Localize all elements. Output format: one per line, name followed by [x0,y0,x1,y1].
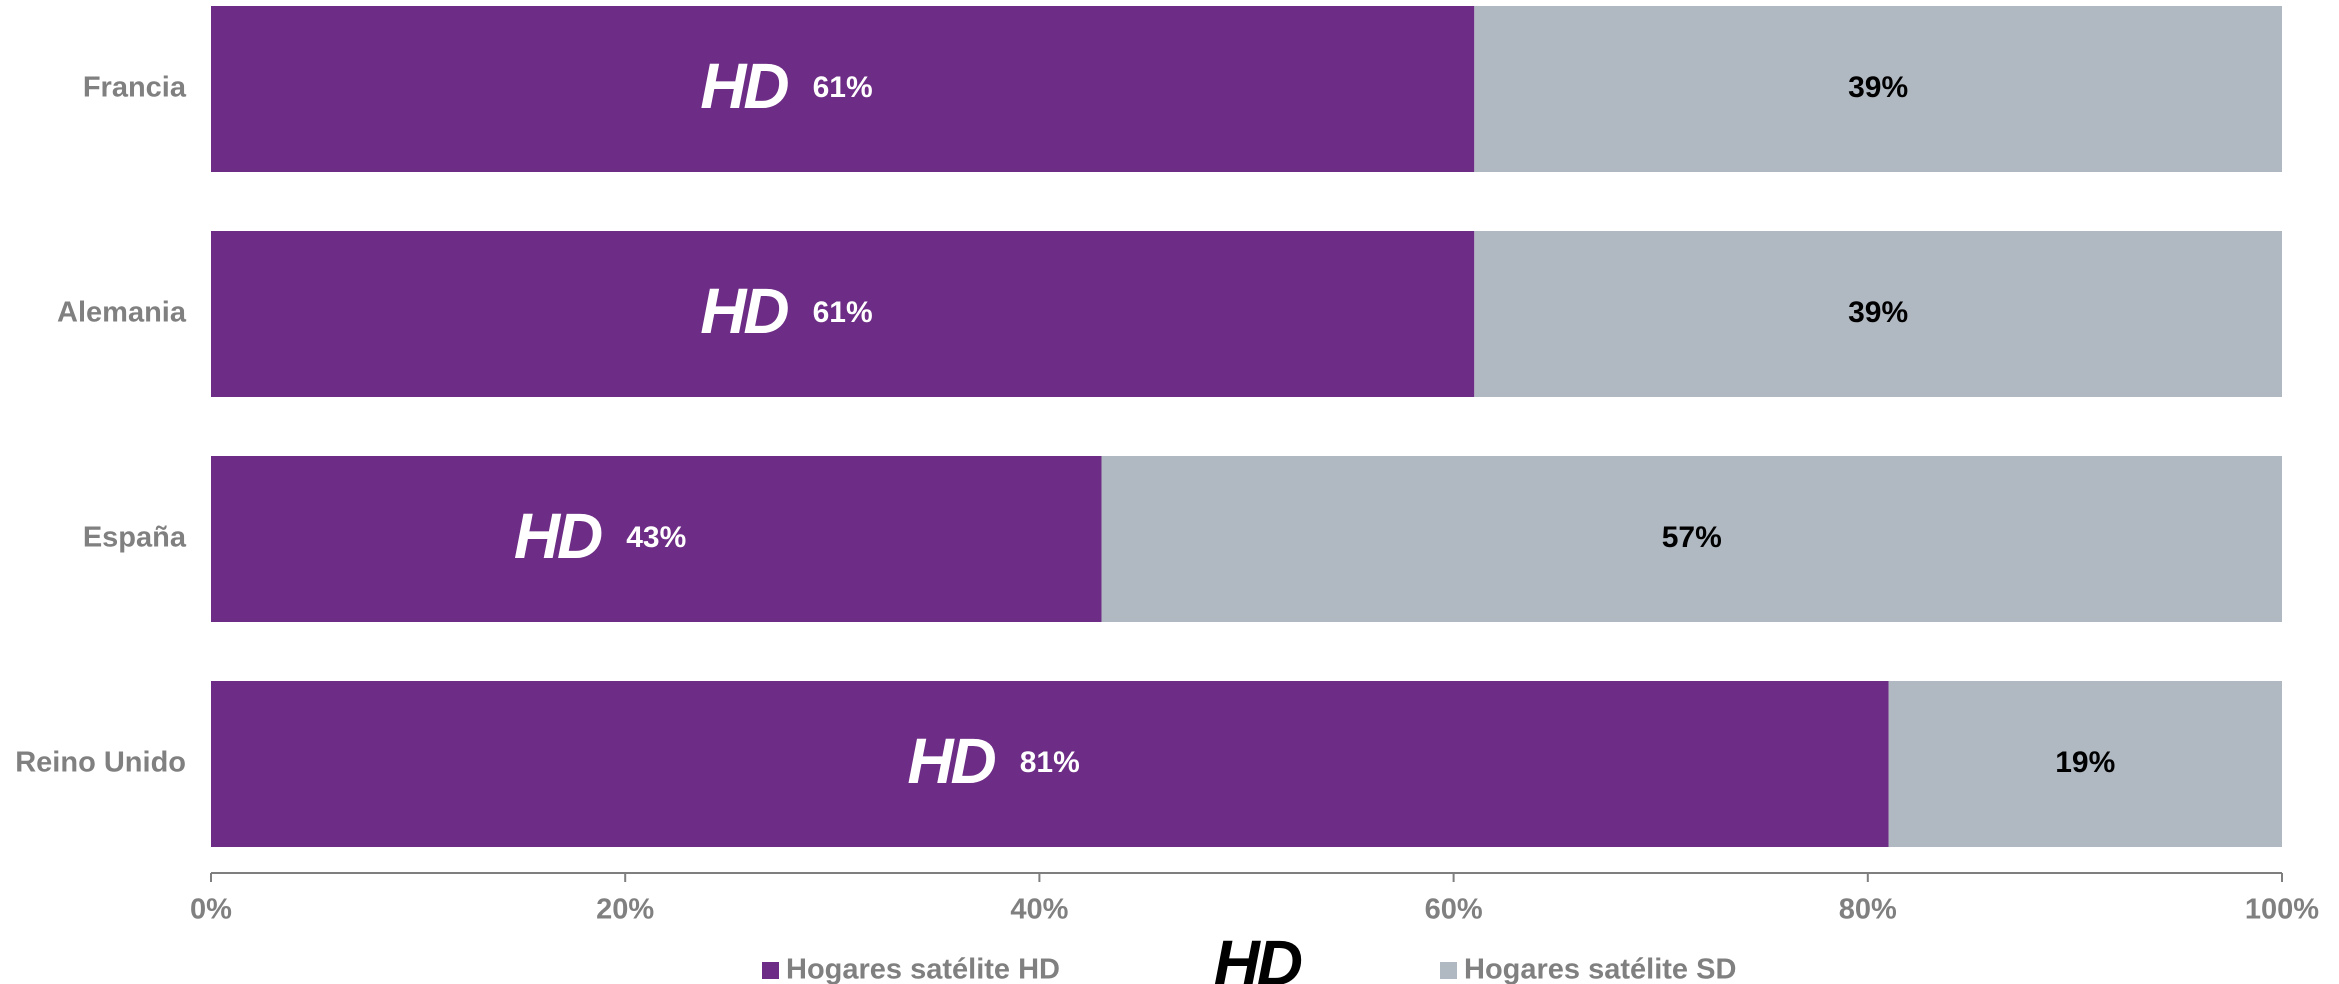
category-label: Francia [83,72,187,104]
x-tick-label: 60% [1425,894,1483,926]
bar-segment [211,456,1102,622]
x-tick-label: 80% [1839,894,1897,926]
bar-segment [211,231,1475,397]
x-tick-label: 100% [2245,894,2319,926]
hd-logo: HD [514,500,602,572]
value-label: 39% [1848,296,1908,329]
category-label: Reino Unido [15,747,186,779]
bar-segment [1474,6,2282,172]
value-label: 39% [1848,71,1908,104]
x-tick-label: 20% [596,894,654,926]
x-tick-label: 0% [190,894,232,926]
category-label: Alemania [57,297,187,329]
legend-swatch [1440,962,1457,979]
value-label: 19% [2055,746,2115,779]
hd-logo: HD [907,725,995,797]
value-label: 57% [1662,521,1722,554]
value-label: 43% [626,521,686,554]
category-label: España [83,522,187,554]
value-label: 61% [813,296,873,329]
bar-segment [1474,231,2282,397]
bar-segment [211,681,1889,847]
value-label: 61% [813,71,873,104]
value-label: 81% [1020,746,1080,779]
bar-segment [1101,456,2282,622]
legend-label: Hogares satélite HD [786,954,1060,984]
bar-segment [1888,681,2282,847]
bar-segment [211,6,1475,172]
hd-logo: HD [700,275,788,347]
legend-swatch [762,962,779,979]
legend-label: Hogares satélite SD [1464,954,1736,984]
x-tick-label: 40% [1010,894,1068,926]
hd-logo: HD [1214,927,1302,984]
hd-logo: HD [700,50,788,122]
